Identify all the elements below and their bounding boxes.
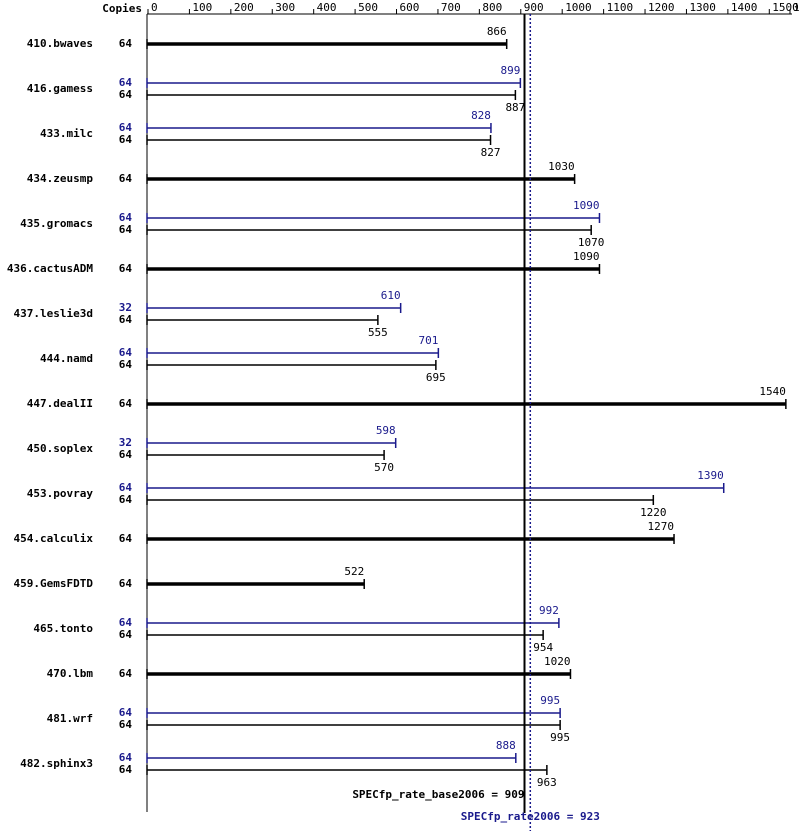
value-label: 1270 [648, 520, 675, 533]
value-label: 887 [505, 101, 525, 114]
copies-label: 64 [119, 493, 133, 506]
value-label: 1030 [548, 160, 575, 173]
benchmark-label: 444.namd [40, 352, 93, 365]
copies-label: 64 [119, 121, 133, 134]
benchmark-label: 447.dealII [27, 397, 93, 410]
benchmark-label: 454.calculix [14, 532, 94, 545]
benchmark-label: 433.milc [40, 127, 93, 140]
copies-label: 64 [119, 172, 133, 185]
x-tick-label: 1200 [648, 1, 675, 14]
benchmark-label: 410.bwaves [27, 37, 93, 50]
x-tick-label: 0 [151, 1, 158, 14]
x-tick-label: 1550 [793, 1, 799, 14]
value-label: 954 [533, 641, 553, 654]
benchmark-label: 437.leslie3d [14, 307, 93, 320]
x-tick-label: 100 [192, 1, 212, 14]
value-label: 701 [418, 334, 438, 347]
value-label: 1390 [697, 469, 724, 482]
copies-label: 64 [119, 133, 133, 146]
copies-label: 64 [119, 616, 133, 629]
benchmark-label: 465.tonto [33, 622, 93, 635]
copies-label: 64 [119, 88, 133, 101]
value-label: 1070 [578, 236, 605, 249]
value-label: 610 [381, 289, 401, 302]
copies-label: 64 [119, 211, 133, 224]
copies-label: 64 [119, 532, 133, 545]
value-label: 598 [376, 424, 396, 437]
reference-label: SPECfp_rate2006 = 923 [461, 810, 600, 823]
x-tick-label: 1300 [689, 1, 716, 14]
x-tick-label: 1100 [607, 1, 634, 14]
value-label: 995 [550, 731, 570, 744]
benchmark-label: 453.povray [27, 487, 94, 500]
benchmark-label: 482.sphinx3 [20, 757, 93, 770]
copies-label: 64 [119, 448, 133, 461]
value-label: 995 [540, 694, 560, 707]
copies-label: 64 [119, 481, 133, 494]
value-label: 888 [496, 739, 516, 752]
copies-label: 64 [119, 397, 133, 410]
x-tick-label: 200 [234, 1, 254, 14]
copies-label: 64 [119, 37, 133, 50]
value-label: 695 [426, 371, 446, 384]
x-tick-label: 1500 [772, 1, 799, 14]
reference-label: SPECfp_rate_base2006 = 909 [352, 788, 524, 801]
copies-label: 32 [119, 436, 132, 449]
copies-label: 64 [119, 577, 133, 590]
benchmark-label: 435.gromacs [20, 217, 93, 230]
value-label: 992 [539, 604, 559, 617]
x-tick-label: 900 [524, 1, 544, 14]
copies-label: 64 [119, 313, 133, 326]
benchmark-label: 470.lbm [47, 667, 94, 680]
x-tick-label: 600 [400, 1, 420, 14]
copies-label: 64 [119, 76, 133, 89]
copies-label: 64 [119, 718, 133, 731]
value-label: 828 [471, 109, 491, 122]
copies-label: 64 [119, 358, 133, 371]
value-label: 522 [344, 565, 364, 578]
x-tick-label: 500 [358, 1, 378, 14]
copies-label: 64 [119, 628, 133, 641]
value-label: 963 [537, 776, 557, 789]
value-label: 570 [374, 461, 394, 474]
value-label: 827 [481, 146, 501, 159]
benchmark-label: 481.wrf [47, 712, 93, 725]
value-label: 1220 [640, 506, 667, 519]
benchmark-label: 450.soplex [27, 442, 94, 455]
benchmark-label: 459.GemsFDTD [14, 577, 94, 590]
copies-label: 64 [119, 346, 133, 359]
value-label: 1090 [573, 199, 600, 212]
x-tick-label: 1000 [565, 1, 592, 14]
value-label: 1090 [573, 250, 600, 263]
value-label: 555 [368, 326, 388, 339]
x-tick-label: 300 [275, 1, 295, 14]
value-label: 1540 [759, 385, 786, 398]
benchmark-label: 436.cactusADM [7, 262, 93, 275]
x-tick-label: 400 [317, 1, 337, 14]
x-tick-label: 1400 [731, 1, 758, 14]
copies-label: 64 [119, 751, 133, 764]
copies-label: 64 [119, 262, 133, 275]
copies-label: 64 [119, 667, 133, 680]
value-label: 866 [487, 25, 507, 38]
x-tick-label: 700 [441, 1, 461, 14]
copies-label: 64 [119, 706, 133, 719]
value-label: 1020 [544, 655, 571, 668]
copies-label: 64 [119, 763, 133, 776]
copies-label: 64 [119, 223, 133, 236]
copies-label: 32 [119, 301, 132, 314]
x-tick-label: 800 [482, 1, 502, 14]
value-label: 899 [500, 64, 520, 77]
benchmark-label: 434.zeusmp [27, 172, 94, 185]
copies-header: Copies [102, 2, 142, 15]
benchmark-label: 416.gamess [27, 82, 93, 95]
